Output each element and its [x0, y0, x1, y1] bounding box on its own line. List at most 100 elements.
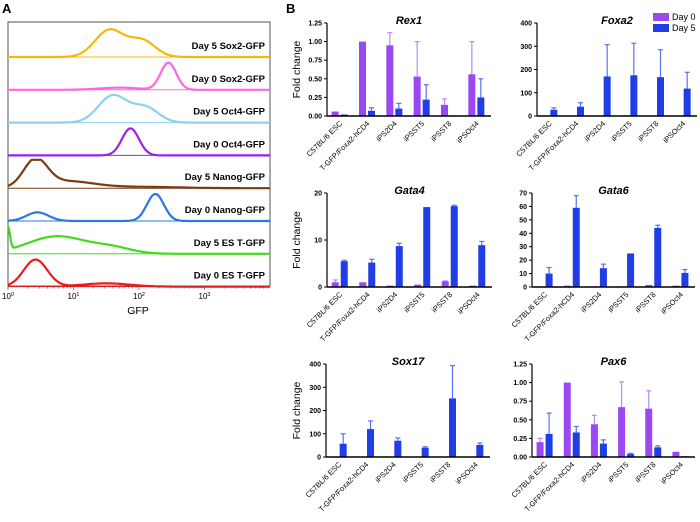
category-label: iPSST5 [606, 460, 630, 484]
category-label: T-GFP/Foxa2-hCD4 [523, 290, 577, 344]
bar-day5 [395, 246, 403, 287]
bar-day5 [577, 106, 584, 116]
panel-b-letter: B [286, 1, 295, 16]
legend-label: Day 5 [672, 23, 696, 33]
category-label: iPS2D4 [579, 460, 603, 484]
bar-day5 [421, 447, 429, 457]
bar-day5 [423, 207, 431, 287]
category-label: iPSST8 [633, 290, 657, 314]
category-label: iPSST5 [609, 119, 633, 143]
chart-title: Pax6 [601, 356, 628, 368]
y-axis-label: Fold change [291, 40, 303, 98]
histogram-row: Day 0 Nanog-GFP [7, 192, 270, 223]
x-axis-label: GFP [127, 305, 149, 317]
histogram-row: Day 0 ES T-GFP [7, 258, 270, 288]
category-label: iPS2D4 [375, 290, 399, 314]
bar-day5 [654, 447, 662, 457]
histogram-label: Day 5 Nanog-GFP [185, 172, 266, 183]
bar-day5 [395, 108, 403, 116]
y-axis-label: Fold change [291, 211, 303, 269]
legend-swatch [653, 24, 669, 32]
category-label: iPSOct4 [659, 290, 685, 316]
y-tick-label: 0.75 [513, 399, 527, 406]
bar-day5 [550, 109, 558, 116]
y-tick-label: 0.00 [513, 455, 527, 462]
tick-exponent: 0 [11, 292, 14, 298]
bar-day0 [359, 282, 367, 287]
bar-day5 [545, 433, 553, 457]
bar-day0 [386, 285, 394, 287]
category-label: iPSST8 [428, 460, 452, 484]
category-label: iPSOct4 [661, 119, 687, 145]
panel-a-letter: A [2, 1, 12, 16]
bar-day0 [331, 111, 339, 116]
bar-day5 [681, 272, 689, 287]
y-tick-label: 200 [309, 408, 321, 415]
tick-base: 10 [199, 292, 208, 301]
x-tick-label: 103 [199, 292, 211, 301]
y-tick-label: 0.25 [308, 95, 322, 102]
bar-day5 [603, 76, 611, 116]
y-tick-label: 10 [519, 271, 527, 278]
bar-day0 [618, 407, 626, 457]
bar-day5 [657, 77, 664, 116]
y-tick-label: 0.00 [308, 114, 322, 121]
bar-day5 [449, 398, 456, 457]
category-label: iPSST8 [633, 460, 657, 484]
bar-day5 [572, 207, 580, 287]
category-label: iPSST5 [402, 119, 426, 143]
y-tick-label: 0.75 [308, 58, 322, 65]
y-tick-label: 200 [520, 67, 532, 74]
y-tick-label: 50 [519, 217, 527, 224]
category-label: T-GFP/Foxa2-hCD4 [318, 119, 372, 173]
category-label: T-GFP/Foxa2-hCD4 [523, 460, 577, 514]
y-tick-label: 1.00 [308, 39, 322, 46]
bar-day0 [414, 284, 422, 287]
tick-base: 10 [2, 292, 11, 301]
y-tick-label: 0 [318, 285, 322, 292]
y-tick-label: 300 [520, 44, 532, 51]
y-tick-label: 1.00 [513, 380, 527, 387]
y-tick-label: 10 [314, 238, 322, 245]
tick-base: 10 [133, 292, 142, 301]
bar-day0 [331, 282, 339, 287]
bar-day0 [645, 408, 653, 457]
bar-day5 [572, 432, 580, 457]
category-label: T-GFP/Foxa2-hCD4 [317, 460, 371, 514]
y-tick-label: 0.25 [513, 436, 527, 443]
tick-exponent: 1 [76, 292, 79, 298]
bar-day5 [599, 268, 607, 287]
histogram-label: Day 0 Oct4-GFP [193, 139, 265, 150]
bar-day5 [630, 75, 638, 116]
y-tick-label: 1.25 [513, 362, 527, 369]
category-label: iPSST5 [402, 290, 426, 314]
bar-day0 [441, 104, 448, 116]
category-label: iPSOct4 [659, 460, 685, 486]
bar-day0 [645, 284, 653, 287]
panel-a-histograms: Day 5 Sox2-GFP Day 0 Sox2-GFP Day 5 Oct4-G… [2, 21, 271, 317]
bar-day5 [368, 262, 376, 287]
chart-title: Sox17 [392, 356, 425, 368]
category-label: iPSOct4 [454, 460, 480, 486]
bar-day0 [590, 424, 598, 457]
bar-day0 [441, 281, 449, 287]
bar-day0 [672, 451, 680, 457]
histogram-label: Day 0 Nanog-GFP [185, 205, 266, 216]
y-tick-label: 0 [317, 455, 321, 462]
bar-day5 [477, 97, 485, 116]
category-label: iPS2D4 [583, 119, 607, 143]
histogram-row: Day 5 Oct4-GFP [7, 93, 270, 124]
chart-title: Gata6 [598, 185, 629, 197]
bar-day0 [536, 442, 544, 457]
category-label: iPSST5 [606, 290, 630, 314]
chart-title: Gata4 [394, 185, 425, 197]
bar-day5 [683, 88, 691, 116]
bar-day5 [368, 110, 375, 116]
histogram-label: Day 5 Sox2-GFP [192, 41, 266, 52]
bar-day5 [478, 245, 486, 287]
